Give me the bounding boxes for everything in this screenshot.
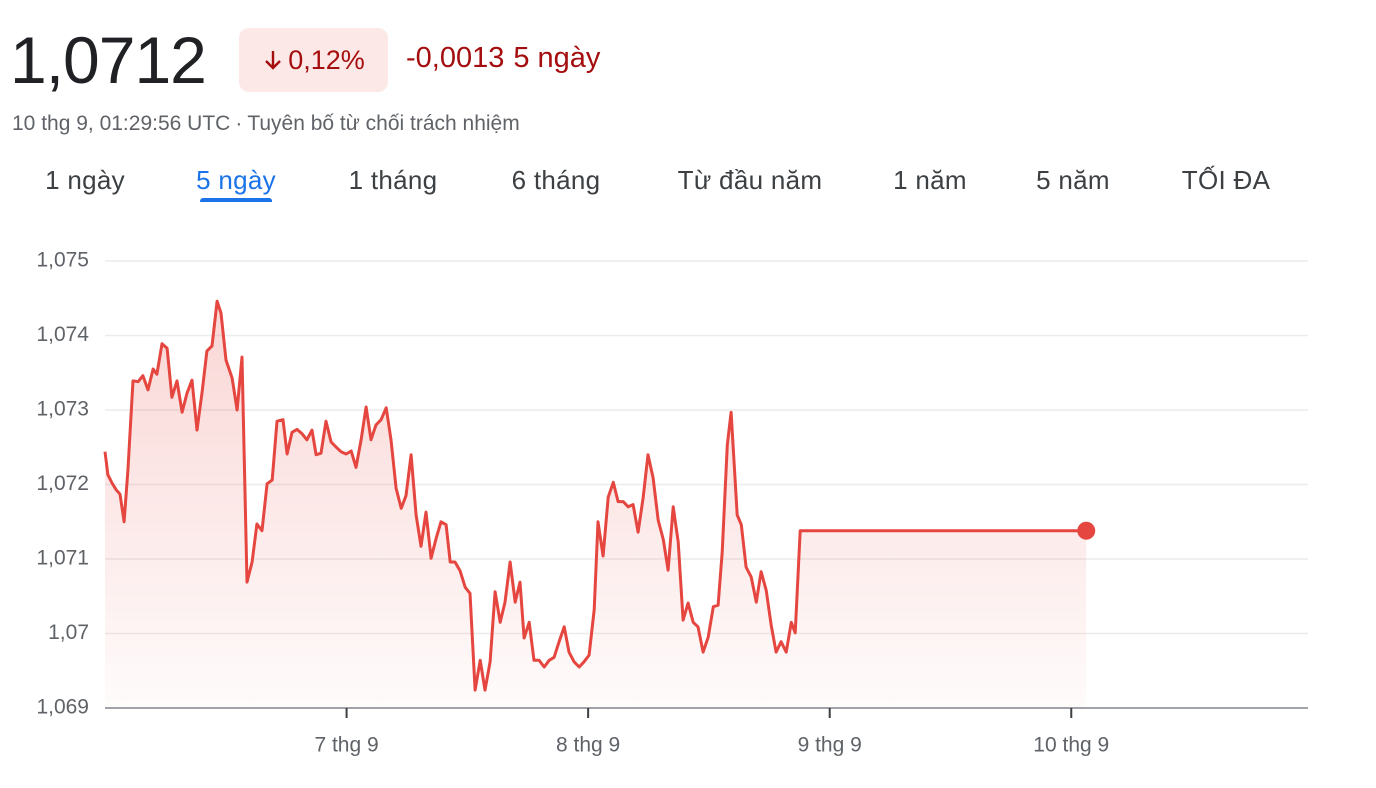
x-tick-label: 9 thg 9	[798, 734, 862, 757]
range-tab[interactable]: Từ đầu năm	[677, 165, 823, 195]
area-fill	[105, 301, 1087, 708]
range-tab[interactable]: 1 năm	[893, 165, 967, 195]
range-tab[interactable]: 1 ngày	[45, 165, 125, 195]
change-period: 5 ngày	[513, 42, 601, 74]
timestamp: 10 thg 9, 01:29:56 UTC	[12, 112, 231, 135]
range-tab[interactable]: 5 năm	[1036, 165, 1110, 195]
disclaimer-link[interactable]: Tuyên bố từ chối trách nhiệm	[247, 112, 520, 135]
change-value: -0,0013	[406, 42, 505, 74]
y-tick-label: 1,075	[36, 249, 89, 272]
range-tab[interactable]: 6 tháng	[511, 165, 601, 195]
range-tab[interactable]: 1 tháng	[348, 165, 438, 195]
x-tick-label: 10 thg 9	[1033, 734, 1109, 757]
change-badge: 0,12%	[239, 28, 388, 92]
y-tick-label: 1,074	[36, 323, 89, 346]
y-tick-label: 1,072	[36, 472, 89, 495]
price-line	[103, 299, 1087, 692]
down-arrow-icon	[265, 51, 282, 70]
change: -0,0013 5 ngày	[406, 42, 600, 75]
y-tick-label: 1,07	[48, 621, 89, 644]
x-tick-label: 7 thg 9	[314, 734, 378, 757]
separator: ·	[235, 112, 243, 135]
change-percent: 0,12%	[288, 44, 365, 75]
y-tick-label: 1,073	[36, 398, 89, 421]
y-tick-label: 1,069	[36, 696, 89, 719]
subtitle: 10 thg 9, 01:29:56 UTC · Tuyên bố từ chối …	[12, 112, 520, 136]
last-point	[1077, 521, 1096, 540]
range-tab[interactable]: TỐI ĐA	[1181, 165, 1271, 195]
price: 1,0712	[10, 23, 207, 97]
range-tab[interactable]: 5 ngày	[196, 165, 276, 202]
y-tick-label: 1,071	[36, 547, 89, 570]
x-tick-label: 8 thg 9	[556, 734, 620, 757]
